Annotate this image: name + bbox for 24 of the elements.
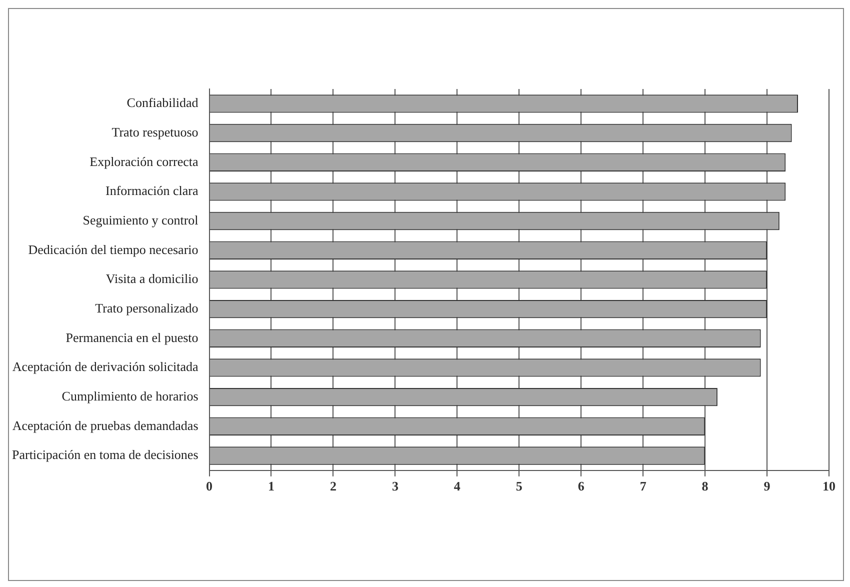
x-tick-label: 0 bbox=[206, 478, 213, 494]
y-tick-label: Información clara bbox=[106, 183, 198, 198]
y-tick-label: Aceptación de derivación solicitada bbox=[12, 359, 198, 374]
y-tick-label: Dedicación del tiempo necesario bbox=[28, 242, 198, 257]
x-tick-label: 5 bbox=[516, 478, 523, 494]
y-tick-label: Aceptación de pruebas demandadas bbox=[12, 418, 198, 433]
y-tick-label: Seguimiento y control bbox=[82, 212, 199, 228]
x-tick-label: 2 bbox=[330, 478, 336, 494]
x-tick-label: 8 bbox=[702, 478, 709, 494]
x-tick-label: 3 bbox=[392, 478, 399, 494]
y-tick-label: Participación en toma de decisiones bbox=[12, 447, 198, 462]
y-tick-label: Confiabilidad bbox=[126, 95, 199, 110]
x-tick-label: 9 bbox=[764, 478, 771, 494]
y-tick-label: Trato respetuoso bbox=[112, 124, 198, 140]
x-tick-label: 1 bbox=[268, 478, 274, 494]
y-tick-label: Cumplimiento de horarios bbox=[62, 388, 198, 404]
y-tick-label: Permanencia en el puesto bbox=[66, 330, 198, 345]
x-tick-label: 10 bbox=[822, 478, 836, 494]
y-tick-label: Trato personalizado bbox=[95, 300, 198, 316]
y-tick-label: Exploración correcta bbox=[90, 154, 198, 169]
x-tick-label: 6 bbox=[578, 478, 585, 494]
x-tick-label: 7 bbox=[640, 478, 647, 494]
y-tick-label: Visita a domicilio bbox=[106, 271, 198, 286]
x-tick-label: 4 bbox=[454, 478, 461, 494]
